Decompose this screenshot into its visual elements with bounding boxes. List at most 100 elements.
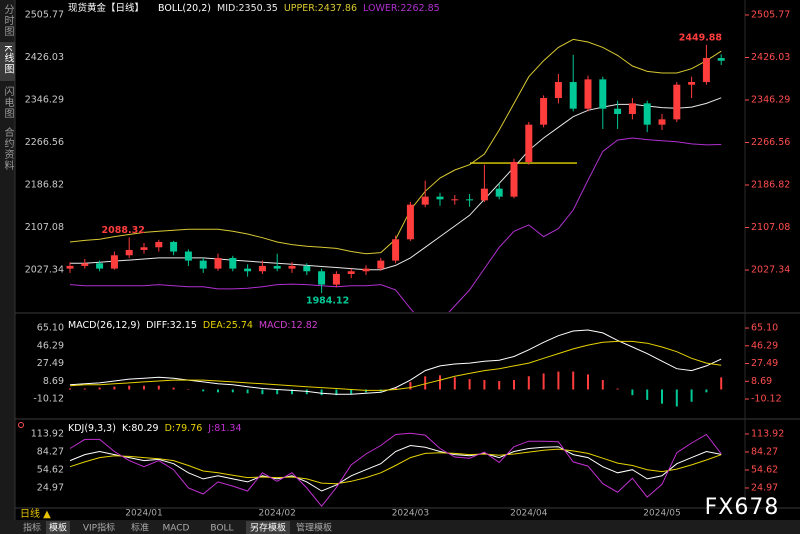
sidebar-tab[interactable]: 合约资料 (2, 126, 14, 171)
tab-bg (72, 521, 126, 534)
macd-bar (587, 374, 589, 390)
candle-body (96, 263, 104, 269)
y-tick-label: 2027.34 (25, 265, 64, 276)
y-tick-label: 54.62 (37, 464, 64, 475)
macd-bar (394, 387, 397, 390)
period-selector[interactable]: 日线 ▲ (20, 507, 51, 520)
panel-header: 现货黄金【日线】 BOLL(20,2) MID:2350.35 UPPER:2437.… (68, 2, 440, 14)
candle-body (258, 265, 266, 272)
bottom-tab[interactable]: 管理模板 (296, 522, 332, 534)
macd-bar (631, 389, 634, 396)
candle-body (406, 204, 414, 240)
y-tick-label: 8.69 (43, 376, 64, 387)
candle-body (125, 249, 133, 256)
tab-bg (200, 521, 244, 534)
plot-area (69, 329, 723, 407)
indicator-icon (18, 422, 24, 428)
x-tick-label: 2024/03 (392, 509, 429, 519)
macd-bar (246, 389, 249, 394)
macd-bar (498, 380, 501, 390)
candle-body (81, 263, 89, 266)
panel-header: MACD(26,12,9) DIFF:32.15 DEA:25.74 MACD:12.… (68, 320, 318, 331)
candle-body (377, 260, 385, 269)
macd-bar (616, 388, 619, 390)
x-tick-label: 2024/01 (125, 509, 162, 519)
y-tick-label: 2346.29 (25, 94, 64, 105)
candle-body (199, 260, 207, 269)
bottom-tab[interactable]: VIP指标 (83, 522, 115, 534)
candle-body (628, 103, 636, 115)
macd-bar (128, 385, 131, 390)
macd-bar (276, 389, 279, 395)
candle-body (614, 108, 622, 115)
candle-body (554, 82, 562, 99)
candle-body (244, 268, 252, 272)
candle-body (229, 257, 237, 269)
y-tick-label-right: -10.12 (751, 394, 782, 405)
candle-body (599, 79, 607, 109)
macd-bar (468, 379, 471, 390)
indicator-line (69, 444, 722, 492)
series-readout: LOWER:2262.85 (363, 3, 440, 14)
y-tick-label: 2107.08 (25, 222, 64, 233)
bottom-tab[interactable]: BOLL (210, 524, 233, 534)
tab-bg (20, 521, 44, 534)
panel-header: KDJ(9,3,3) K:80.29 D:79.76 J:81.34 (68, 423, 242, 434)
tab-bg (292, 521, 336, 534)
plot-area (69, 432, 722, 508)
bottom-tab[interactable]: 标准 (131, 522, 149, 534)
macd-bar (335, 389, 338, 396)
macd-bar (720, 377, 723, 390)
y-tick-label-right: 2426.03 (751, 52, 790, 63)
indicator-line (69, 329, 722, 395)
macd-bar (705, 389, 708, 393)
candle-body (155, 241, 163, 248)
candle-body (140, 247, 148, 250)
panel-title: 现货黄金【日线】 (68, 2, 144, 14)
macd-bar (69, 388, 71, 390)
series-readout: UPPER:2437.86 (284, 3, 357, 14)
y-tick-label-right: 2186.82 (751, 180, 790, 191)
macd-bar (453, 377, 456, 390)
indicator-name: BOLL(20,2) (158, 3, 211, 14)
panel-title: KDJ(9,3,3) (68, 423, 116, 434)
tab-bg (154, 521, 198, 534)
bottom-tab[interactable]: 指标 (23, 522, 41, 534)
sidebar-tab[interactable]: 闪电图 (2, 85, 14, 119)
candle-body (480, 188, 488, 201)
panel-title: MACD(26,12,9) (68, 320, 140, 331)
candle-body (332, 273, 340, 285)
series-readout: DIFF:32.15 (146, 320, 197, 331)
y-tick-label-right: 2266.56 (751, 137, 790, 148)
macd-bar (187, 389, 190, 390)
y-tick-label-right: 24.97 (751, 482, 778, 493)
sidebar-tab[interactable]: 分时图 (2, 4, 14, 37)
macd-bar (439, 375, 441, 390)
bottom-tab[interactable]: 另存模板 (250, 522, 286, 534)
bottom-tab[interactable]: MACD (163, 524, 190, 534)
indicator-line (69, 448, 722, 485)
bottom-tab[interactable]: 模板 (49, 522, 67, 534)
candle-body (421, 196, 429, 205)
series-readout: D:79.76 (165, 423, 203, 434)
y-tick-label: 2266.56 (25, 137, 64, 148)
macd-bar (350, 389, 353, 395)
x-tick-label: 2024/04 (510, 509, 548, 519)
y-tick-label-right: 65.10 (751, 323, 778, 334)
candle-body (66, 265, 74, 269)
indicator-line (70, 97, 722, 271)
candle-body (184, 251, 192, 261)
indicator-line (69, 340, 722, 391)
macd-bar (83, 388, 86, 390)
y-tick-label-right: 113.92 (751, 428, 784, 439)
series-readout: J:81.34 (207, 423, 241, 434)
y-tick-label-right: 54.62 (751, 464, 778, 475)
x-tick-label: 2024/05 (643, 509, 680, 519)
candle-body (540, 98, 548, 125)
candle-body (673, 84, 681, 120)
candle-body (273, 265, 281, 269)
macd-bar (542, 373, 545, 390)
sidebar-tab[interactable]: K线图 (2, 45, 14, 75)
macd-bar (646, 389, 649, 400)
